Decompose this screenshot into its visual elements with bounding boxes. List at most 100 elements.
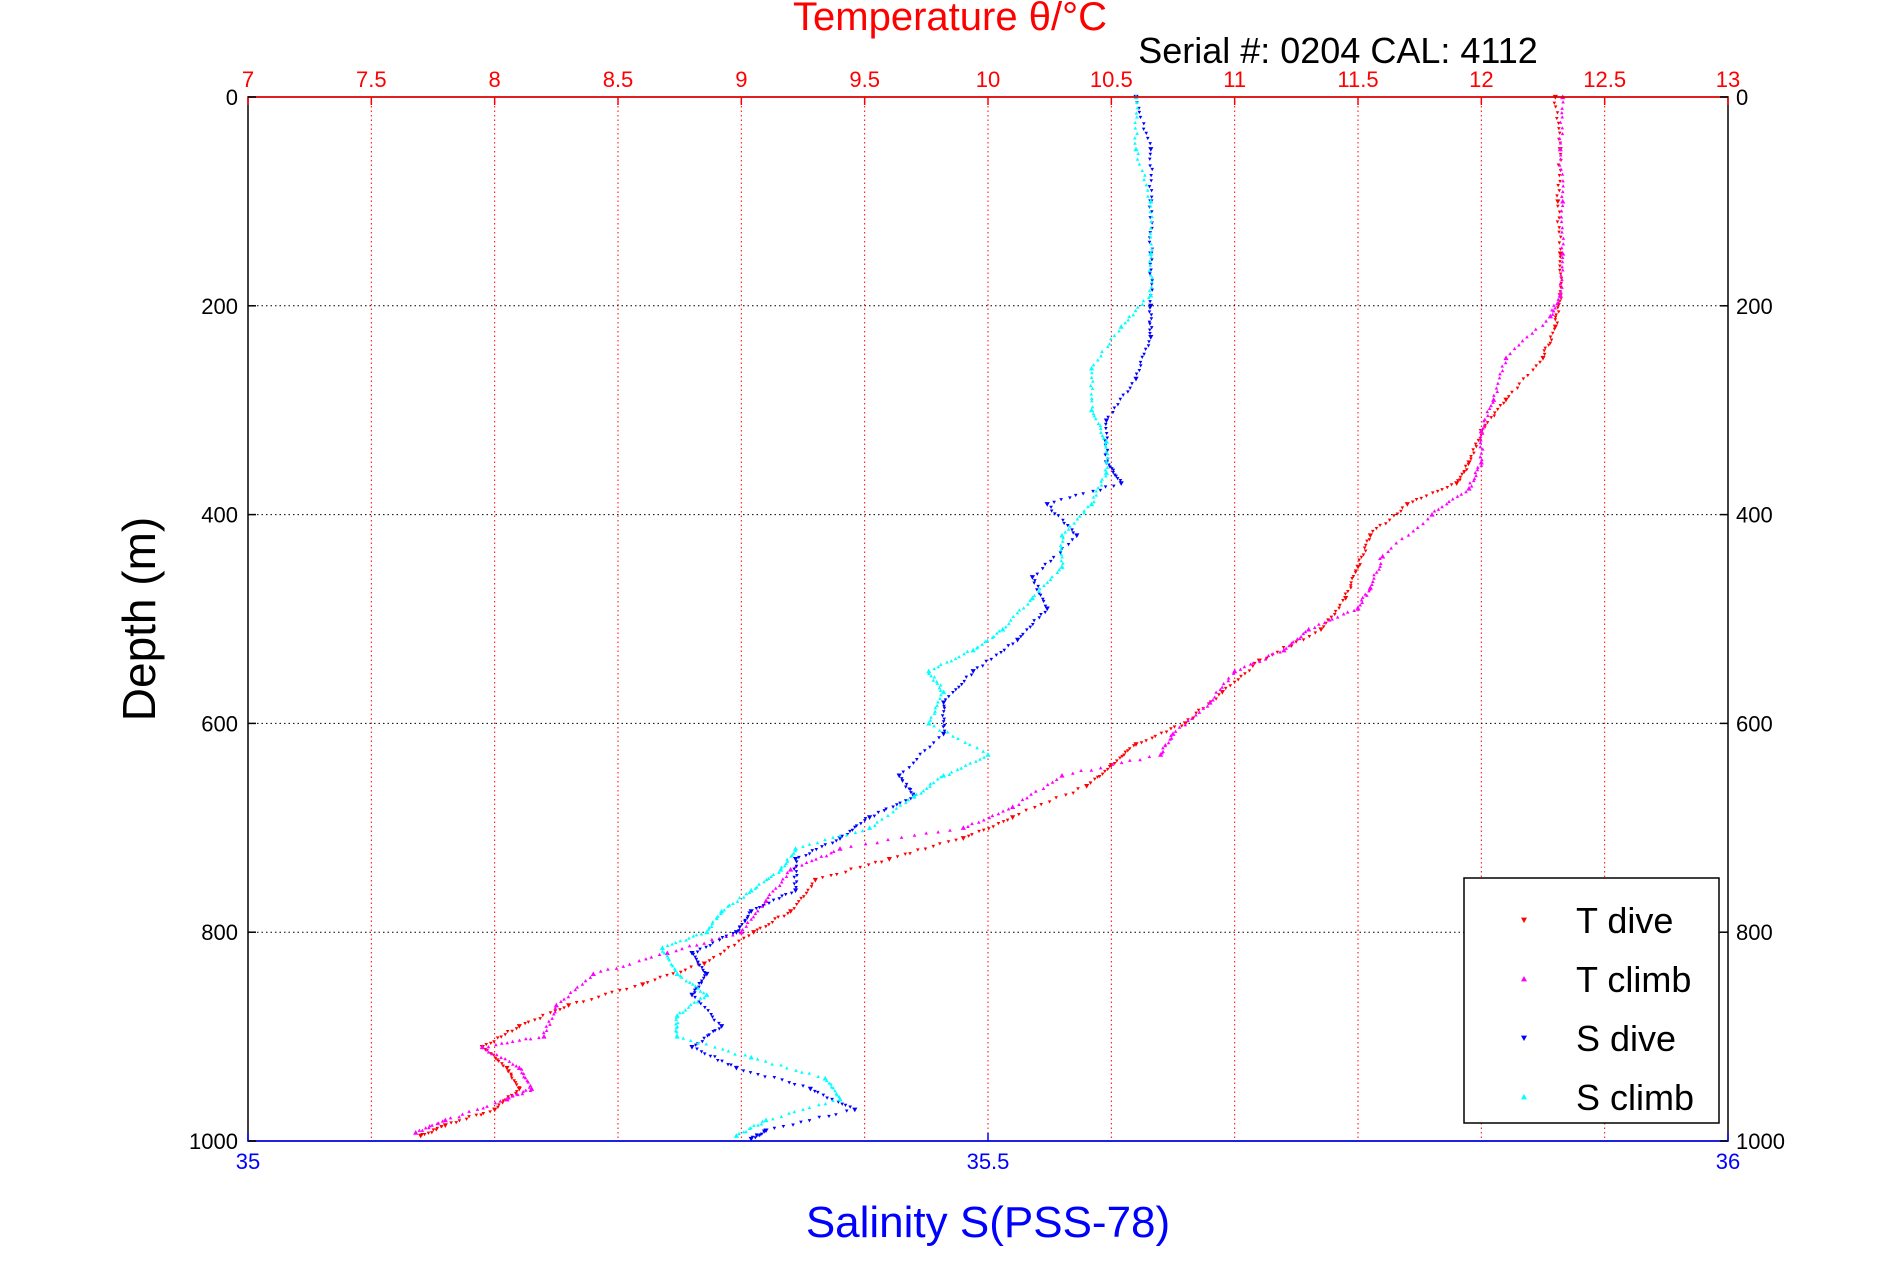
- data-point-fill: [496, 1059, 501, 1063]
- data-point-fill: [1299, 634, 1303, 639]
- data-point-fill: [1321, 625, 1326, 629]
- data-point-fill: [675, 1030, 679, 1034]
- data-point-fill: [995, 631, 999, 635]
- data-point-fill: [702, 1036, 706, 1040]
- data-point-fill: [1333, 609, 1338, 614]
- data-point-fill: [819, 854, 824, 858]
- data-point-fill: [1149, 273, 1153, 277]
- data-point-fill: [1101, 436, 1106, 440]
- data-point-fill: [1127, 747, 1132, 751]
- data-point-fill: [1560, 277, 1564, 281]
- data-point-fill: [915, 757, 919, 762]
- data-point-fill: [1091, 379, 1095, 383]
- data-point-fill: [795, 873, 799, 878]
- data-point-fill: [717, 938, 722, 942]
- data-point-fill: [653, 978, 657, 982]
- data-point-fill: [1128, 758, 1132, 762]
- data-point-fill: [1248, 662, 1253, 666]
- data-point-fill: [1226, 676, 1231, 680]
- data-point-fill: [975, 666, 980, 670]
- data-point-fill: [1555, 302, 1559, 306]
- data-point-fill: [1239, 674, 1243, 679]
- data-point-fill: [1042, 583, 1046, 588]
- data-point-fill: [1360, 595, 1365, 599]
- data-point: [837, 1096, 843, 1102]
- data-point-fill: [858, 865, 862, 870]
- data-point-fill: [928, 745, 932, 749]
- data-point-fill: [1089, 768, 1094, 772]
- data-point-fill: [1107, 765, 1112, 769]
- data-point: [1429, 512, 1435, 517]
- data-point-fill: [780, 1078, 784, 1082]
- data-point-fill: [1062, 521, 1066, 526]
- series-t-climb: [413, 94, 1566, 1135]
- data-point-fill: [1560, 255, 1565, 260]
- data-point-fill: [694, 933, 699, 937]
- data-point: [1015, 637, 1021, 643]
- data-point-fill: [1045, 782, 1050, 787]
- data-point-fill: [1110, 762, 1115, 766]
- data-point: [1560, 198, 1566, 204]
- data-point-fill: [1492, 393, 1496, 397]
- top-tick-label: 10.5: [1090, 67, 1133, 92]
- data-point-fill: [1059, 545, 1064, 549]
- data-point-fill: [1341, 598, 1345, 603]
- data-point-fill: [1045, 580, 1050, 584]
- data-point-fill: [1473, 442, 1478, 446]
- data-point-fill: [756, 909, 760, 913]
- data-point-fill: [1395, 512, 1400, 516]
- data-point-fill: [767, 923, 771, 927]
- data-point-fill: [457, 1119, 462, 1123]
- data-point-fill: [681, 1036, 686, 1040]
- data-point-fill: [895, 855, 900, 859]
- data-point-fill: [1559, 215, 1564, 219]
- data-point-fill: [756, 1123, 760, 1127]
- data-point-fill: [488, 1041, 493, 1046]
- data-point-fill: [1410, 500, 1415, 504]
- data-point: [733, 1065, 739, 1071]
- data-point-fill: [633, 984, 637, 989]
- data-point-fill: [904, 782, 909, 787]
- data-point-fill: [678, 939, 683, 943]
- data-point-fill: [720, 936, 725, 940]
- data-point-fill: [695, 950, 700, 954]
- data-point-fill: [520, 1092, 525, 1096]
- data-point: [1133, 146, 1139, 152]
- data-point-fill: [665, 973, 669, 978]
- data-point-fill: [1116, 403, 1120, 407]
- data-point-fill: [827, 1114, 831, 1119]
- data-point-fill: [697, 982, 701, 986]
- data-point: [941, 773, 947, 778]
- data-point-fill: [801, 1084, 805, 1088]
- data-point-fill: [1558, 157, 1563, 161]
- data-point-fill: [426, 1131, 431, 1135]
- data-point-fill: [764, 877, 769, 882]
- data-point-fill: [1551, 309, 1556, 313]
- data-point-fill: [937, 736, 941, 740]
- data-point-fill: [1372, 573, 1376, 577]
- data-point-fill: [984, 659, 988, 664]
- data-point-fill: [1120, 754, 1124, 759]
- data-point-fill: [1449, 483, 1454, 487]
- data-point-fill: [1118, 397, 1123, 401]
- data-point-fill: [908, 852, 912, 856]
- data-point-fill: [875, 841, 879, 845]
- data-point-fill: [1108, 465, 1112, 469]
- data-point-fill: [948, 828, 952, 832]
- data-point-fill: [999, 650, 1003, 655]
- data-point-fill: [1550, 308, 1554, 312]
- data-point-fill: [553, 1006, 558, 1010]
- data-point-fill: [770, 1062, 774, 1066]
- data-point-fill: [1005, 818, 1010, 822]
- data-point-fill: [575, 985, 580, 989]
- data-point-fill: [740, 922, 744, 927]
- data-point-fill: [737, 896, 742, 900]
- data-point-fill: [817, 1115, 822, 1119]
- data-point-fill: [1349, 581, 1353, 585]
- data-point-fill: [1560, 115, 1565, 119]
- data-point-fill: [1026, 602, 1030, 606]
- data-point-fill: [1357, 558, 1361, 562]
- data-point-fill: [484, 1048, 489, 1052]
- data-point-fill: [1360, 600, 1365, 604]
- data-point-fill: [785, 870, 790, 875]
